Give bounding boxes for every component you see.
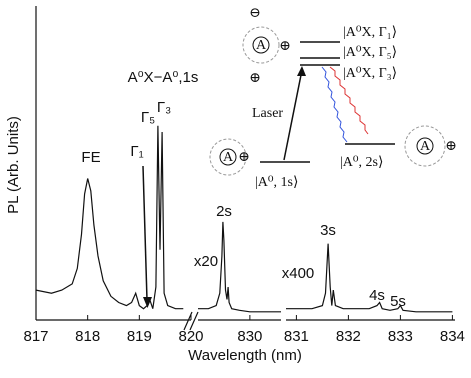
axis-break — [183, 311, 199, 331]
level-label: |A⁰X, Γ₁⟩ — [343, 25, 397, 40]
annotation: A⁰X−A⁰,1s — [128, 69, 199, 86]
annotation: x400 — [282, 265, 315, 282]
annotation: x20 — [194, 253, 218, 270]
atom-label: A — [420, 139, 431, 154]
annotation-arrow — [142, 165, 148, 301]
emission-red — [329, 66, 369, 135]
laser-arrow — [283, 69, 303, 161]
annotation: 3s — [320, 222, 336, 239]
atom — [219, 148, 237, 166]
atom-shell — [404, 125, 446, 167]
level-label: |A⁰, 1s⟩ — [255, 175, 298, 190]
annotation: FE — [81, 149, 100, 166]
charge: ⊕ — [238, 150, 250, 165]
atom — [416, 137, 434, 155]
spectrum-line — [35, 125, 184, 310]
x-tick-label: 834 — [440, 328, 465, 345]
x-tick-label: 831 — [284, 328, 309, 345]
y-axis-label: PL (Arb. Units) — [5, 116, 22, 214]
charge: ⊕ — [249, 71, 261, 86]
level-label: |A⁰X, Γ₅⟩ — [343, 45, 397, 60]
x-tick-label: 830 — [237, 328, 262, 345]
arrowhead — [143, 297, 152, 308]
x-tick-label: 817 — [23, 328, 48, 345]
laser-label: Laser — [252, 106, 283, 121]
x-axis-label: Wavelength (nm) — [188, 347, 302, 364]
annotation: 5s — [390, 293, 406, 310]
atom-shell — [242, 26, 280, 64]
x-tick-label: 820 — [178, 328, 203, 345]
emission-blue — [321, 66, 348, 143]
annotation: 2s — [216, 203, 232, 220]
atom-label: A — [223, 150, 234, 165]
level-label: |A⁰X, Γ₃⟩ — [343, 66, 397, 81]
x-tick-label: 833 — [388, 328, 413, 345]
annotation: Γ₃ — [157, 99, 171, 116]
x-tick-label: 832 — [336, 328, 361, 345]
annotation: Γ₅ — [141, 109, 155, 126]
atom — [252, 36, 270, 54]
x-tick-label: 819 — [127, 328, 152, 345]
annotation: 4s — [369, 287, 385, 304]
arrowhead — [297, 66, 306, 76]
level-label: |A⁰, 2s⟩ — [340, 155, 383, 170]
charge: ⊖ — [249, 6, 261, 21]
atom-label: A — [256, 38, 267, 53]
inset-diagram: |A⁰X, Γ₁⟩ |A⁰X, Γ₅⟩ |A⁰X, Γ₃⟩ |A⁰, 1s⟩ |A⁰, … — [209, 6, 457, 190]
charge: ⊕ — [445, 139, 457, 154]
atom-shell — [209, 138, 247, 176]
annotation: Γ₁ — [130, 143, 143, 160]
spectrum-line — [198, 221, 281, 313]
x-tick-label: 818 — [75, 328, 100, 345]
charge: ⊕ — [279, 39, 291, 54]
spectrum-line — [286, 243, 453, 313]
